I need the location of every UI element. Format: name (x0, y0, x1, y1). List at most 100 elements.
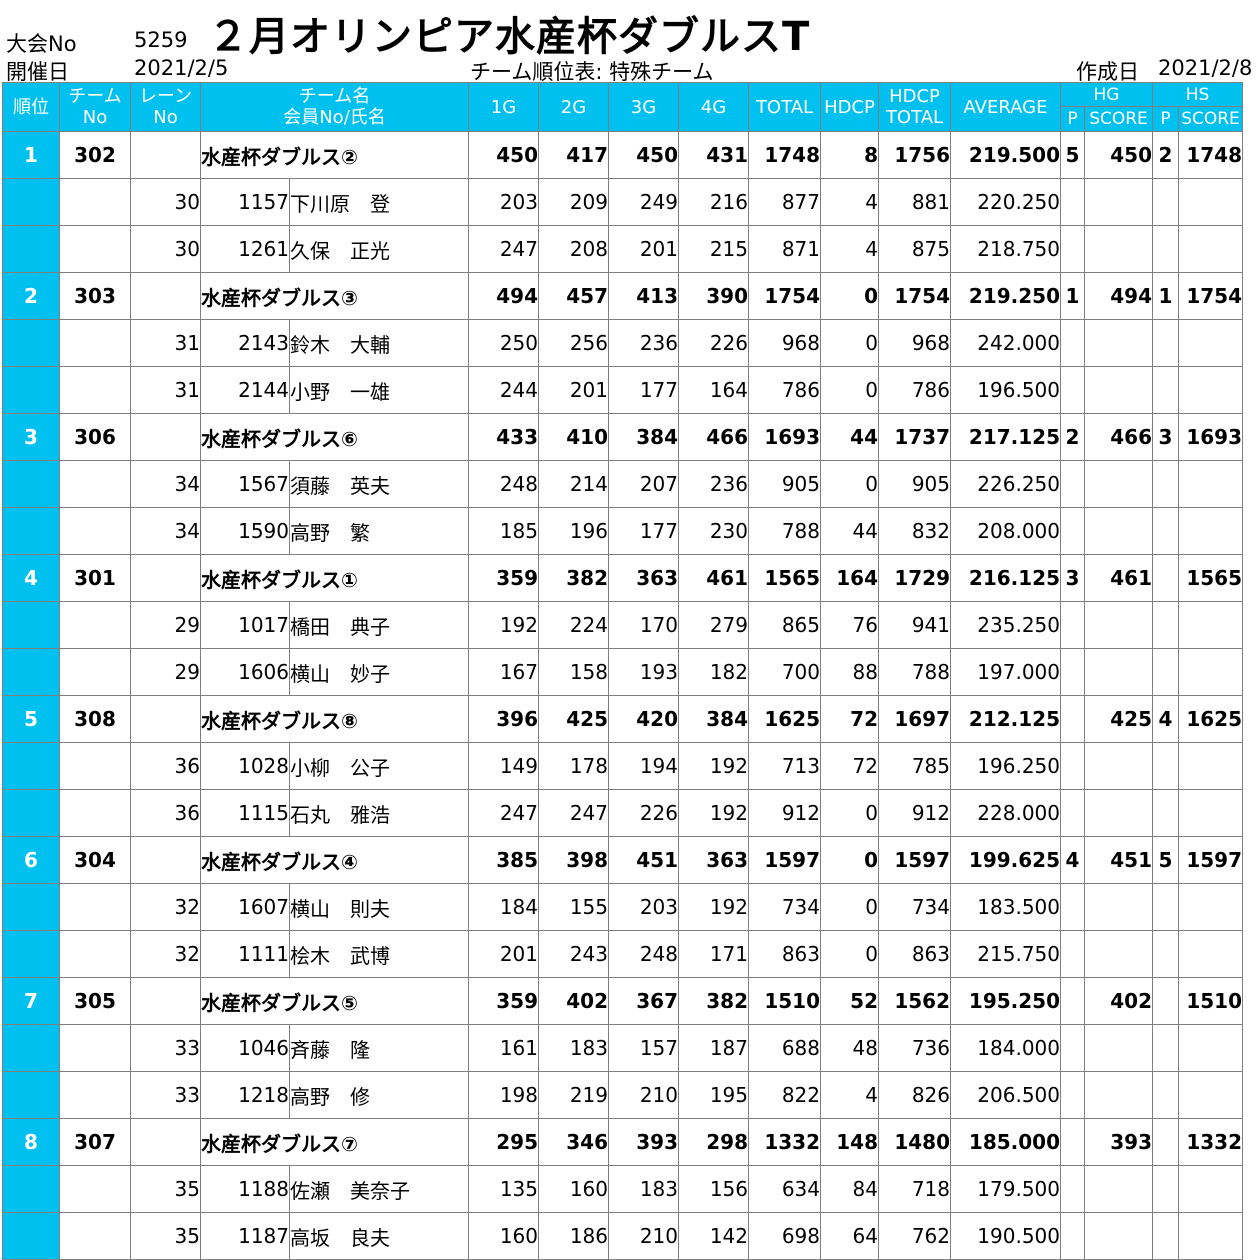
hdcp-cell: 0 (820, 930, 879, 978)
team-name-header: チーム名 (298, 86, 371, 107)
g2-cell: 178 (538, 742, 609, 790)
team-row: 1 302 水産杯ダブルス② 450 417 450 431 1748 8 17… (2, 131, 1243, 179)
lane-cell: 35 (130, 1212, 201, 1260)
hdcp-total-cell: 1737 (878, 413, 951, 461)
hg-p-cell (1060, 977, 1085, 1025)
average-cell: 217.125 (950, 413, 1061, 461)
g3-cell: 367 (608, 977, 679, 1025)
hs-p-cell (1152, 225, 1179, 273)
hg-p-cell (1060, 883, 1085, 931)
g1-cell: 192 (468, 601, 539, 649)
member-no-cell: 1046 (200, 1024, 290, 1072)
total-cell: 688 (748, 1024, 821, 1072)
g4-cell: 236 (678, 460, 749, 508)
hdcp-cell: 72 (820, 695, 879, 743)
hs-score-cell (1178, 1212, 1243, 1260)
average-cell: 228.000 (950, 789, 1061, 837)
hg-p-cell (1060, 601, 1085, 649)
hg-p-cell (1060, 178, 1085, 226)
hs-p-cell (1152, 930, 1179, 978)
average-cell: 190.500 (950, 1212, 1061, 1260)
g2-cell: 196 (538, 507, 609, 555)
member-no-cell: 1218 (200, 1071, 290, 1119)
member-name-cell: 高野 修 (289, 1071, 469, 1119)
col-hs-header: HS (1152, 82, 1243, 107)
col-g2-header: 2G (538, 82, 609, 132)
hdcp-cell: 0 (820, 836, 879, 884)
lane-cell: 33 (130, 1024, 201, 1072)
hg-score-cell (1084, 507, 1153, 555)
rank-cell: 3 (2, 413, 60, 461)
member-name-cell: 石丸 雅浩 (289, 789, 469, 837)
g4-cell: 182 (678, 648, 749, 696)
hg-p-cell: 3 (1060, 554, 1085, 602)
hdcp-total-cell: 863 (878, 930, 951, 978)
g4-cell: 230 (678, 507, 749, 555)
tournament-no-label: 大会No (6, 32, 77, 56)
average-cell: 206.500 (950, 1071, 1061, 1119)
hs-p-cell (1152, 883, 1179, 931)
hg-p-cell (1060, 742, 1085, 790)
g1-cell: 359 (468, 977, 539, 1025)
g2-cell: 410 (538, 413, 609, 461)
total-cell: 1597 (748, 836, 821, 884)
hg-score-cell (1084, 1165, 1153, 1213)
total-cell: 877 (748, 178, 821, 226)
hdcp-total-cell: 881 (878, 178, 951, 226)
member-no-cell: 1590 (200, 507, 290, 555)
g3-cell: 194 (608, 742, 679, 790)
hs-score-cell (1178, 178, 1243, 226)
member-row: 36 1115 石丸 雅浩 247 247 226 192 912 0 912 … (2, 789, 1243, 837)
hdcp-total-cell: 1756 (878, 131, 951, 179)
hdcp-cell: 76 (820, 601, 879, 649)
hdcp-total-cell: 762 (878, 1212, 951, 1260)
rank-cell (2, 742, 60, 790)
rank-cell (2, 1071, 60, 1119)
g1-cell: 248 (468, 460, 539, 508)
member-no-cell: 1188 (200, 1165, 290, 1213)
member-no-cell: 1606 (200, 648, 290, 696)
rank-cell: 4 (2, 554, 60, 602)
hdcp-total-cell: 734 (878, 883, 951, 931)
g3-cell: 384 (608, 413, 679, 461)
col-g4-header: 4G (678, 82, 749, 132)
created-label: 作成日 (1076, 60, 1139, 84)
hdcp-total-cell: 1729 (878, 554, 951, 602)
hdcp-total-cell: 786 (878, 366, 951, 414)
g1-cell: 494 (468, 272, 539, 320)
average-cell: 220.250 (950, 178, 1061, 226)
hdcp-cell: 0 (820, 366, 879, 414)
hs-p-cell (1152, 507, 1179, 555)
team-no-cell: 301 (59, 554, 131, 602)
g4-cell: 216 (678, 178, 749, 226)
rank-cell (2, 883, 60, 931)
lane-cell (130, 554, 201, 602)
hs-score-cell (1178, 742, 1243, 790)
member-name-cell: 橋田 典子 (289, 601, 469, 649)
team-no-cell (59, 1024, 131, 1072)
hg-score-cell (1084, 648, 1153, 696)
hdcp-total-cell: 875 (878, 225, 951, 273)
col-g3-header: 3G (608, 82, 679, 132)
average-cell: 179.500 (950, 1165, 1061, 1213)
average-cell: 242.000 (950, 319, 1061, 367)
hdcp-cell: 88 (820, 648, 879, 696)
team-no-cell: 303 (59, 272, 131, 320)
g2-cell: 243 (538, 930, 609, 978)
hdcp-total-cell: 1597 (878, 836, 951, 884)
member-row: 33 1046 斉藤 隆 161 183 157 187 688 48 736 … (2, 1024, 1243, 1072)
member-row: 32 1111 桧木 武博 201 243 248 171 863 0 863 … (2, 930, 1243, 978)
member-no-cell: 1028 (200, 742, 290, 790)
col-hdcp-header: HDCP (820, 82, 879, 132)
team-no-cell (59, 1212, 131, 1260)
g4-cell: 279 (678, 601, 749, 649)
g1-cell: 295 (468, 1118, 539, 1166)
member-name-cell: 久保 正光 (289, 225, 469, 273)
tournament-no: 5259 (134, 28, 188, 52)
g1-cell: 161 (468, 1024, 539, 1072)
total-cell: 1693 (748, 413, 821, 461)
g3-cell: 183 (608, 1165, 679, 1213)
team-no-cell (59, 319, 131, 367)
member-row: 30 1261 久保 正光 247 208 201 215 871 4 875 … (2, 225, 1243, 273)
rank-cell (2, 1212, 60, 1260)
